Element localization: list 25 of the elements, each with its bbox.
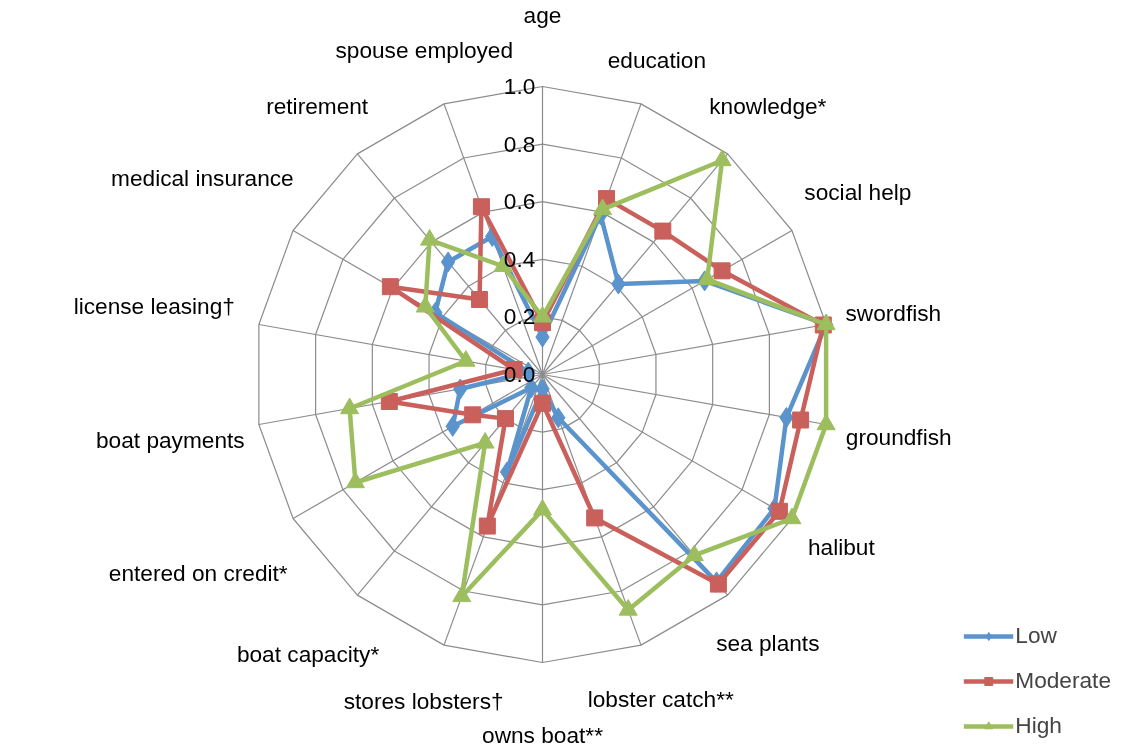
spoke-label: halibut: [807, 534, 876, 561]
y-tick-label: 0.8: [503, 130, 536, 157]
spoke-label: owns boat**: [482, 721, 604, 748]
spoke-label: sea plants: [716, 630, 820, 657]
spoke-label: medical insurance: [111, 165, 294, 192]
spoke-label: boat capacity*: [236, 640, 380, 667]
spoke-label: lobster catch**: [587, 686, 734, 713]
legend-label: High: [1015, 712, 1062, 739]
spoke-label: knowledge*: [709, 92, 827, 119]
spoke-label: education: [607, 47, 706, 74]
spoke-label: retirement: [266, 92, 369, 119]
spoke-label: swordfish: [845, 299, 942, 326]
legend-label: Moderate: [1015, 667, 1111, 694]
spoke-label: license leasing†: [73, 293, 235, 320]
spoke-label: groundfish: [845, 424, 952, 451]
y-tick-label: 1.0: [503, 73, 536, 99]
spoke-label: stores lobsters†: [343, 688, 504, 715]
y-tick-label: 0.0: [503, 361, 536, 387]
spoke-label: boat payments: [95, 427, 245, 454]
spoke-label: spouse employed: [335, 36, 514, 63]
spoke-label: age: [523, 1, 562, 28]
spoke-label: entered on credit*: [108, 560, 288, 587]
spoke-label: social help: [804, 179, 912, 206]
y-tick-label: 0.6: [503, 188, 536, 215]
legend-label: Low: [1015, 622, 1057, 649]
